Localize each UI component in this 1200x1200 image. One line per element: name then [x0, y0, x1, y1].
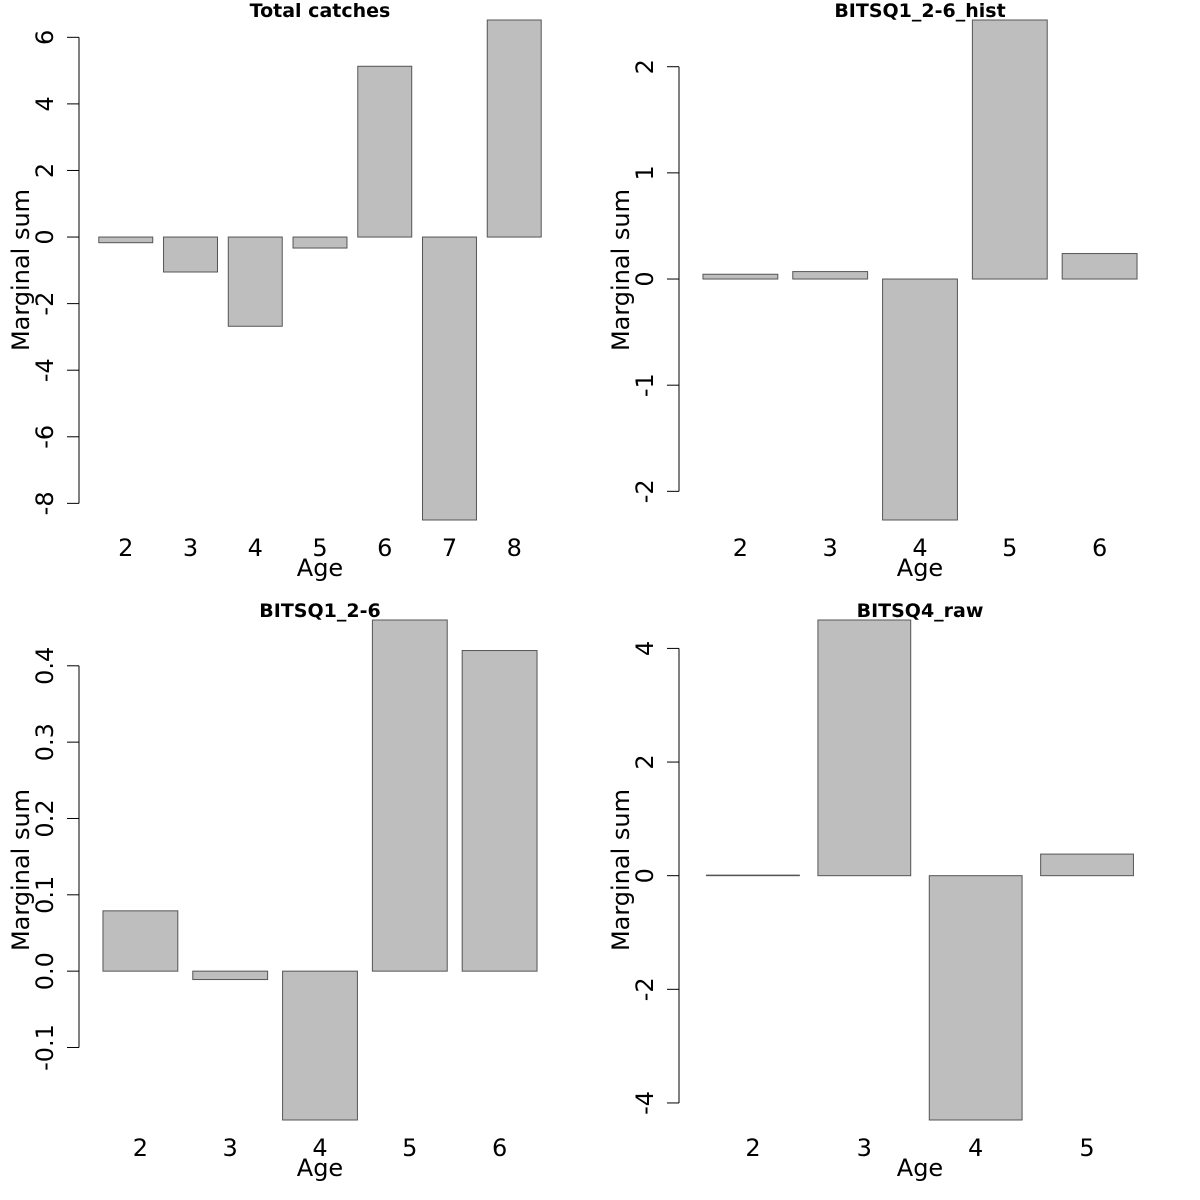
y-axis-label: Marginal sum [607, 789, 635, 951]
bar-age-2 [98, 236, 154, 244]
x-tick-label: 2 [733, 534, 748, 562]
bar-age-3 [792, 271, 869, 280]
y-tick-label: 0.1 [31, 876, 59, 914]
y-tick-label: -6 [31, 425, 59, 449]
y-tick-label: 4 [631, 641, 659, 656]
bar-age-8 [486, 19, 542, 238]
chart-panel-3: 2 3 4 5 6 -0.1 0.0 0.1 0.2 0.3 0.4 BITSQ1_2-6 Age Mar… [7, 600, 538, 1182]
chart-title: BITSQ1_2-6 [259, 600, 380, 622]
chart-panel-4: 2 3 4 5 -4 -2 0 2 4 BITSQ4_raw Age Marginal sum [607, 600, 1134, 1182]
y-tick-label: -2 [631, 479, 659, 503]
y-tick-label: -4 [631, 1091, 659, 1115]
x-tick-label: 7 [442, 534, 457, 562]
y-axis-label: Marginal sum [607, 189, 635, 351]
x-tick-label: 4 [912, 534, 927, 562]
y-axis-label: Marginal sum [7, 789, 35, 951]
bar-age-6 [357, 65, 413, 238]
y-tick-label: -4 [31, 358, 59, 382]
x-tick-label: 8 [507, 534, 522, 562]
y-tick-label: -8 [31, 491, 59, 515]
chart-title: Total catches [250, 0, 391, 22]
y-tick-label: -1 [631, 373, 659, 397]
x-tick-label: 6 [377, 534, 392, 562]
chart-title: BITSQ4_raw [857, 600, 984, 622]
y-tick-label: 2 [31, 163, 59, 178]
x-tick-label: 4 [312, 1134, 327, 1162]
x-axis-label: Age [897, 554, 943, 582]
bar-age-5 [1040, 853, 1134, 877]
x-tick-label: 3 [183, 534, 198, 562]
x-tick-label: 2 [118, 534, 133, 562]
chart-panel-1: 2 3 4 5 6 7 8 -8 -6 -4 -2 0 2 4 6 Total catches Age Margi… [7, 0, 542, 582]
x-tick-label: 6 [492, 1134, 507, 1162]
x-tick-label: 4 [968, 1134, 983, 1162]
x-tick-label: 3 [223, 1134, 238, 1162]
bar-age-5 [292, 236, 348, 249]
bar-age-7 [422, 236, 477, 521]
x-tick-label: 5 [1002, 534, 1017, 562]
x-axis-label: Age [297, 1154, 343, 1182]
bar-age-4 [227, 236, 283, 327]
bar-age-4 [282, 970, 358, 1121]
y-tick-label: 1 [631, 165, 659, 180]
x-axis-label: Age [897, 1154, 943, 1182]
y-tick-label: -0.1 [31, 1024, 59, 1071]
y-tick-label: 0 [631, 271, 659, 286]
bar-age-5 [371, 619, 448, 972]
y-tick-label: 0.2 [31, 799, 59, 837]
y-tick-label: 0.4 [31, 647, 59, 685]
x-axis-label: Age [297, 554, 343, 582]
y-tick-label: 0.0 [31, 952, 59, 990]
y-tick-label: 2 [631, 754, 659, 769]
y-tick-label: -2 [631, 977, 659, 1001]
x-tick-label: 2 [745, 1134, 760, 1162]
y-tick-label: 2 [631, 59, 659, 74]
bar-age-4 [928, 875, 1023, 1121]
bar-age-6 [1061, 253, 1138, 280]
x-tick-label: 4 [248, 534, 263, 562]
bar-age-4 [882, 278, 958, 521]
y-tick-label: 6 [31, 30, 59, 45]
y-tick-label: -2 [31, 292, 59, 316]
bar-age-2 [102, 910, 179, 972]
x-tick-label: 3 [823, 534, 838, 562]
x-tick-label: 6 [1092, 534, 1107, 562]
x-tick-label: 2 [133, 1134, 148, 1162]
bar-age-2 [706, 874, 800, 877]
bar-age-3 [192, 970, 269, 981]
bar-age-5 [971, 19, 1048, 280]
bar-age-2 [702, 273, 779, 280]
y-axis-label: Marginal sum [7, 189, 35, 351]
bar-age-6 [461, 650, 538, 972]
chart-title: BITSQ1_2-6_hist [834, 0, 1005, 22]
bar-age-3 [163, 236, 218, 273]
y-tick-label: 0 [31, 229, 59, 244]
chart-panel-2: 2 3 4 5 6 -2 -1 0 1 2 BITSQ1_2-6_hist Age Marginal s… [607, 0, 1138, 582]
y-tick-label: 4 [31, 96, 59, 111]
x-tick-label: 5 [402, 1134, 417, 1162]
x-tick-label: 5 [1079, 1134, 1094, 1162]
y-tick-label: 0.3 [31, 723, 59, 761]
x-tick-label: 3 [857, 1134, 872, 1162]
x-tick-label: 5 [312, 534, 327, 562]
bar-age-3 [817, 619, 912, 877]
y-tick-label: 0 [631, 868, 659, 883]
